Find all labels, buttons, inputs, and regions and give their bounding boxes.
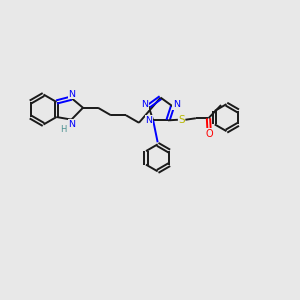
Text: N: N	[68, 120, 76, 129]
Text: N: N	[172, 100, 180, 109]
Text: H: H	[60, 125, 66, 134]
Text: N: N	[142, 100, 148, 109]
Text: N: N	[145, 116, 152, 125]
Text: S: S	[178, 115, 185, 125]
Text: O: O	[205, 129, 213, 139]
Text: N: N	[68, 90, 75, 99]
